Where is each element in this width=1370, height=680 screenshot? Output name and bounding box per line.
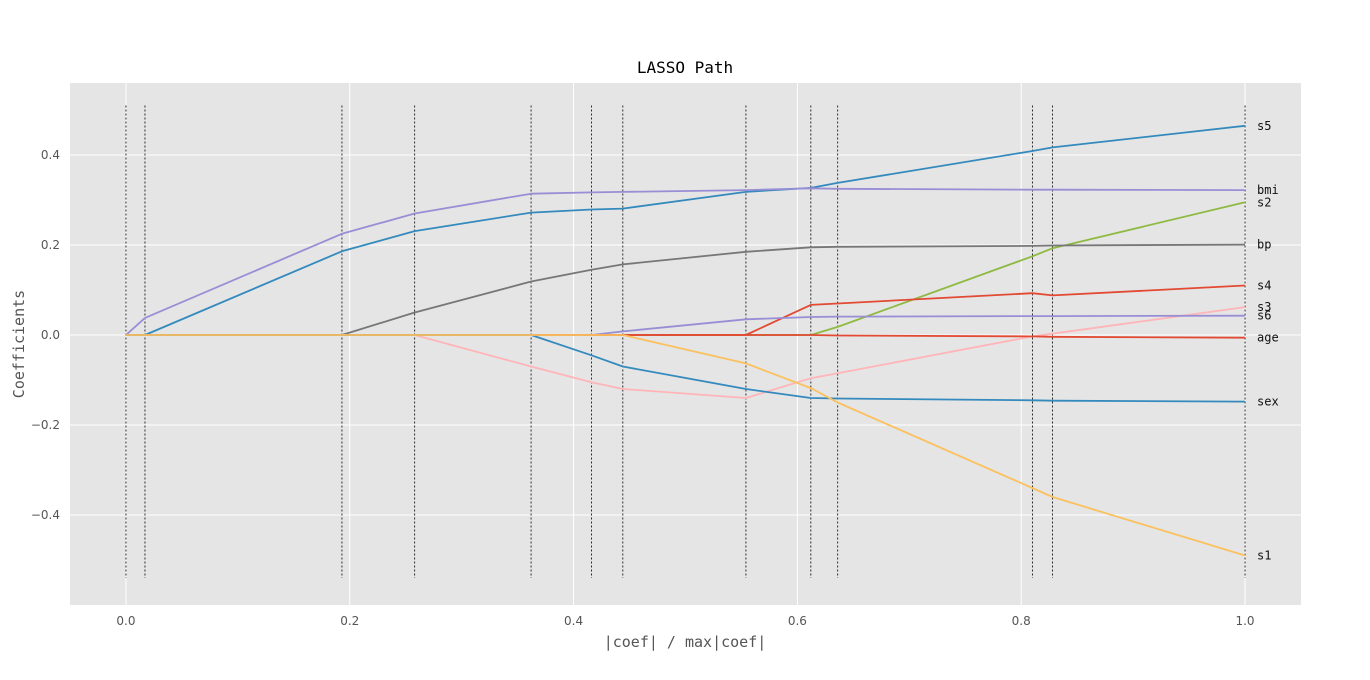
series-line-sex xyxy=(126,334,1246,403)
x-tick-label: 0.2 xyxy=(340,614,359,628)
y-tick-labels: −0.4 −0.2 0.0 0.2 0.4 xyxy=(31,148,60,522)
y-tick-label: −0.4 xyxy=(31,508,60,522)
end-label-s6: s6 xyxy=(1257,309,1271,323)
end-label-s1: s1 xyxy=(1257,549,1271,563)
series-line-bmi xyxy=(125,187,1246,336)
end-label-bmi: bmi xyxy=(1257,183,1279,197)
y-tick-label: 0.2 xyxy=(41,238,60,252)
x-tick-label: 1.0 xyxy=(1235,614,1254,628)
end-label-s5: s5 xyxy=(1257,119,1271,133)
y-tick-label: 0.4 xyxy=(41,148,60,162)
y-axis-label: Coefficients xyxy=(10,290,28,398)
end-label-age: age xyxy=(1257,331,1279,345)
x-axis-label: |coef| / max|coef| xyxy=(604,633,767,651)
x-tick-label: 0.6 xyxy=(788,614,807,628)
series-line-age xyxy=(126,334,1246,339)
series-line-bp xyxy=(126,243,1246,336)
y-tick-label: 0.0 xyxy=(41,328,60,342)
x-tick-label: 0.0 xyxy=(116,614,135,628)
chart-title: LASSO Path xyxy=(637,58,733,77)
y-tick-label: −0.2 xyxy=(31,418,60,432)
series-line-s3 xyxy=(126,306,1246,399)
end-label-s2: s2 xyxy=(1257,195,1271,209)
end-label-s3: s3 xyxy=(1257,300,1271,314)
series-lines xyxy=(125,124,1246,557)
end-label-sex: sex xyxy=(1257,395,1279,409)
plot-area xyxy=(70,83,1301,605)
x-tick-labels: 0.0 0.2 0.4 0.6 0.8 1.0 xyxy=(116,614,1254,628)
series-line-s5 xyxy=(126,124,1246,336)
end-label-bp: bp xyxy=(1257,238,1271,252)
series-line-s1 xyxy=(126,334,1246,557)
x-tick-label: 0.4 xyxy=(564,614,583,628)
breakpoint-lines xyxy=(125,105,1246,578)
x-tick-label: 0.8 xyxy=(1012,614,1031,628)
end-label-s4: s4 xyxy=(1257,279,1271,293)
series-line-s6 xyxy=(126,314,1246,336)
